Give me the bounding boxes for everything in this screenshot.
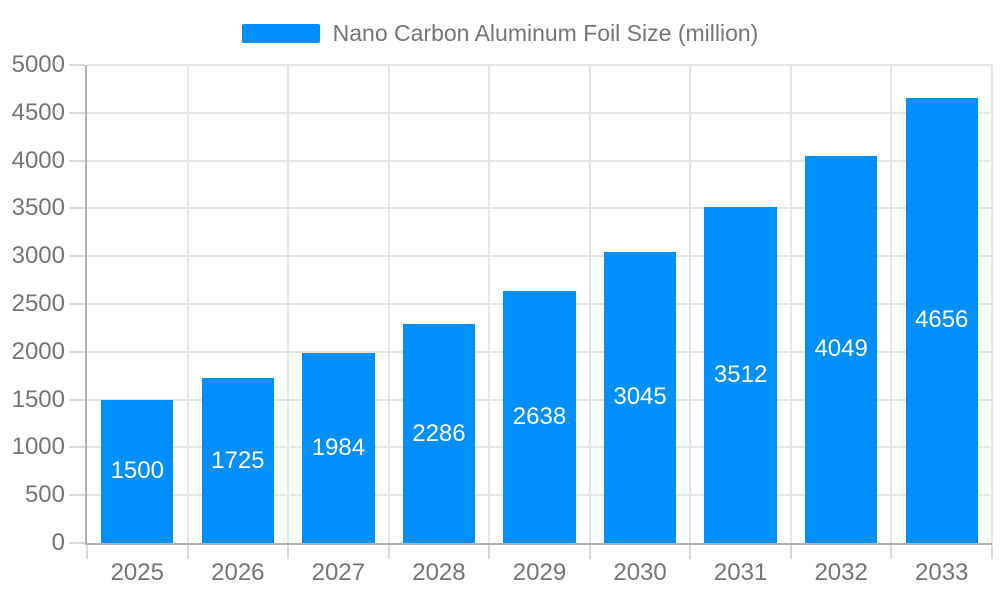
gridline-vertical bbox=[689, 65, 692, 543]
y-axis-tick bbox=[69, 494, 85, 497]
y-tick-label: 5000 bbox=[11, 51, 65, 78]
x-tick-label: 2028 bbox=[412, 559, 466, 586]
y-tick-label: 1500 bbox=[11, 385, 65, 413]
x-axis-line bbox=[85, 543, 992, 545]
y-tick-label: 4000 bbox=[11, 146, 65, 174]
y-axis-tick bbox=[69, 255, 85, 258]
gridline-horizontal bbox=[87, 159, 992, 162]
bar-value-label: 1725 bbox=[211, 446, 265, 474]
x-tick-label: 2033 bbox=[915, 559, 969, 586]
x-axis-tick bbox=[588, 545, 591, 559]
bar-value-label: 1500 bbox=[110, 457, 164, 485]
y-tick-label: 3500 bbox=[11, 194, 65, 222]
y-tick-label: 2500 bbox=[11, 290, 65, 317]
x-axis-tick bbox=[387, 545, 390, 559]
bar-value-label: 2286 bbox=[412, 419, 466, 447]
bar-value-label: 1984 bbox=[311, 434, 366, 462]
x-axis-tick bbox=[991, 545, 993, 559]
x-axis-tick bbox=[689, 545, 692, 559]
bar-2031[interactable]: 3512 bbox=[704, 207, 777, 543]
gridline-vertical bbox=[890, 65, 893, 543]
x-tick-label: 2025 bbox=[110, 559, 164, 586]
y-tick-label: 2000 bbox=[11, 337, 65, 365]
bar-2030[interactable]: 3045 bbox=[603, 251, 677, 543]
x-axis-tick bbox=[287, 545, 290, 559]
x-tick-label: 2029 bbox=[512, 559, 567, 586]
bar-value-label: 4049 bbox=[814, 335, 868, 363]
gridline-vertical bbox=[588, 65, 591, 543]
y-axis-tick bbox=[69, 446, 85, 449]
y-axis-tick bbox=[69, 207, 85, 210]
x-tick-label: 2031 bbox=[713, 559, 768, 586]
bar-2027[interactable]: 1984 bbox=[302, 353, 375, 543]
legend-swatch-icon bbox=[241, 23, 320, 43]
gridline-horizontal bbox=[87, 64, 992, 66]
bar-2033[interactable]: 4656 bbox=[905, 97, 978, 543]
gridline-vertical bbox=[186, 65, 189, 543]
y-axis-tick bbox=[69, 350, 85, 353]
x-tick-label: 2026 bbox=[211, 559, 265, 586]
y-axis-tick bbox=[69, 398, 85, 401]
x-tick-label: 2032 bbox=[814, 559, 868, 586]
gridline-vertical bbox=[789, 65, 792, 543]
bar-value-label: 2638 bbox=[512, 402, 567, 430]
x-axis-tick bbox=[86, 545, 88, 559]
gridline-vertical bbox=[488, 65, 491, 543]
gridline-vertical bbox=[287, 65, 290, 543]
gridline-horizontal bbox=[87, 255, 992, 258]
y-tick-label: 4500 bbox=[11, 98, 65, 126]
gridline-vertical bbox=[991, 65, 993, 543]
y-tick-label: 3000 bbox=[11, 242, 65, 270]
x-tick-label: 2030 bbox=[613, 559, 667, 586]
y-tick-label: 0 bbox=[51, 529, 65, 556]
x-axis-tick bbox=[488, 545, 491, 559]
y-tick-label: 1000 bbox=[11, 433, 65, 461]
x-tick-label: 2027 bbox=[311, 559, 366, 586]
x-axis-tick bbox=[186, 545, 189, 559]
bar-value-label: 4656 bbox=[915, 306, 969, 334]
x-axis-tick bbox=[890, 545, 893, 559]
y-axis-tick bbox=[69, 159, 85, 162]
bar-2029[interactable]: 2638 bbox=[503, 290, 576, 543]
y-axis-line bbox=[85, 65, 87, 545]
bar-2028[interactable]: 2286 bbox=[402, 324, 476, 543]
legend[interactable]: Nano Carbon Aluminum Foil Size (million) bbox=[0, 20, 1000, 46]
y-axis-tick bbox=[69, 64, 85, 66]
bar-2032[interactable]: 4049 bbox=[804, 155, 878, 543]
bar-value-label: 3512 bbox=[713, 361, 768, 389]
gridline-horizontal bbox=[87, 111, 992, 114]
bar-value-label: 3045 bbox=[613, 383, 667, 411]
bar-2025[interactable]: 1500 bbox=[101, 399, 174, 543]
y-axis-tick bbox=[69, 303, 85, 305]
y-axis-tick bbox=[69, 111, 85, 114]
legend-label: Nano Carbon Aluminum Foil Size (million) bbox=[332, 20, 759, 46]
y-axis-tick bbox=[69, 542, 85, 544]
gridline-vertical bbox=[387, 65, 390, 543]
bar-2026[interactable]: 1725 bbox=[201, 378, 275, 543]
y-tick-label: 500 bbox=[24, 481, 65, 509]
x-axis-tick bbox=[789, 545, 792, 559]
gridline-horizontal bbox=[87, 207, 992, 210]
